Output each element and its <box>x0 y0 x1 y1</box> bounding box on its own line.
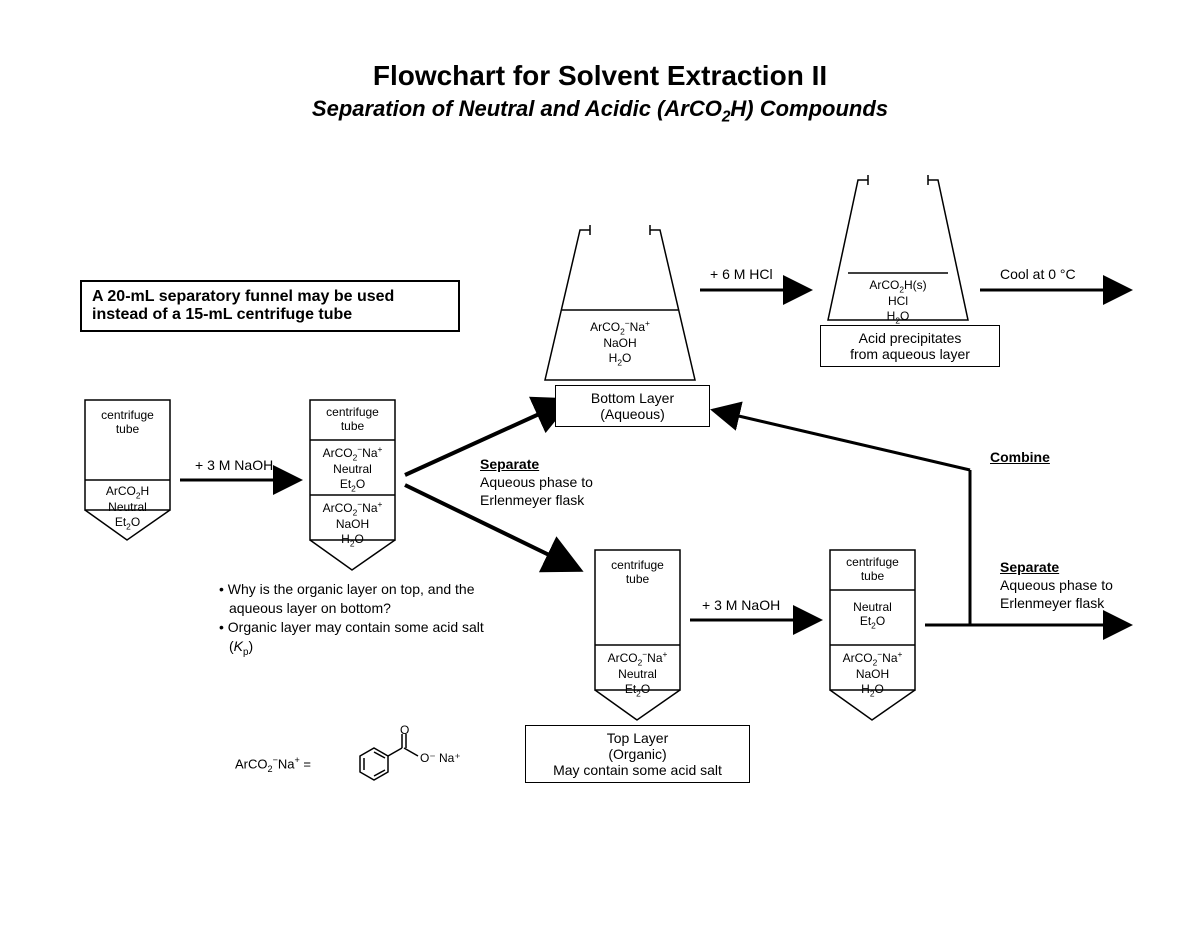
molecule-label: O⁻ Na⁺ <box>420 751 461 765</box>
molecule-icon <box>360 734 418 780</box>
tube1-header: centrifugetube <box>85 408 170 437</box>
tube3-header: centrifugetube <box>595 558 680 587</box>
tube1-contents: ArCO2HNeutralEt2O <box>85 484 170 531</box>
separate-label-1: Separate Aqueous phase to Erlenmeyer fla… <box>480 455 593 510</box>
tube2-top: ArCO2−Na+NeutralEt2O <box>310 444 395 493</box>
tube4-top: NeutralEt2O <box>830 600 915 631</box>
tube4-header: centrifugetube <box>830 555 915 584</box>
tube3-contents: ArCO2−Na+NeutralEt2O <box>595 649 680 698</box>
notes-bullets: • Why is the organic layer on top, and t… <box>215 580 505 659</box>
top-layer-box: Top Layer (Organic) May contain some aci… <box>525 725 750 783</box>
tube2-header: centrifugetube <box>310 405 395 434</box>
flask2-contents: ArCO2H(s)HClH2O <box>838 278 958 325</box>
tube4-bottom: ArCO2−Na+NaOHH2O <box>830 649 915 698</box>
svg-text:O: O <box>400 723 409 737</box>
flask1-contents: ArCO2−Na+NaOHH2O <box>555 318 685 367</box>
reagent-hcl: + 6 M HCl <box>710 265 773 283</box>
tube2-bottom: ArCO2−Na+NaOHH2O <box>310 499 395 548</box>
reagent-cool: Cool at 0 °C <box>1000 265 1076 283</box>
arrow-combine-h <box>713 410 970 470</box>
separate-label-2: Separate Aqueous phase to Erlenmeyer fla… <box>1000 558 1113 613</box>
reagent-naoh-2: + 3 M NaOH <box>702 596 780 614</box>
combine-label: Combine <box>990 448 1050 466</box>
acid-precip-box: Acid precipitatesfrom aqueous layer <box>820 325 1000 367</box>
formula-def: ArCO2−Na+ = <box>235 755 311 776</box>
reagent-naoh-1: + 3 M NaOH <box>195 456 273 474</box>
bottom-layer-box: Bottom Layer(Aqueous) <box>555 385 710 427</box>
